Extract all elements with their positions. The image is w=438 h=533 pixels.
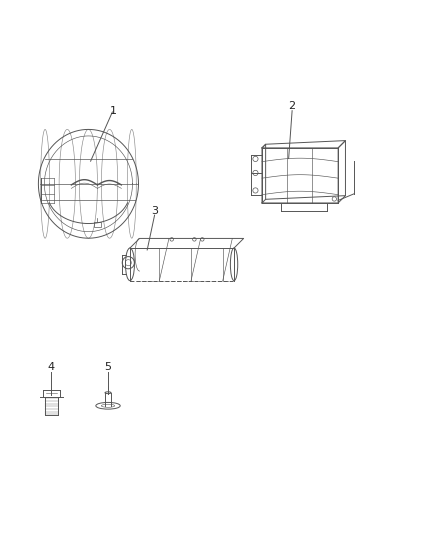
Text: 4: 4: [48, 362, 55, 373]
Bar: [94, 222, 101, 227]
Text: 5: 5: [105, 362, 112, 373]
Text: 2: 2: [289, 101, 296, 111]
Text: 3: 3: [151, 206, 158, 216]
Text: 1: 1: [110, 106, 117, 116]
